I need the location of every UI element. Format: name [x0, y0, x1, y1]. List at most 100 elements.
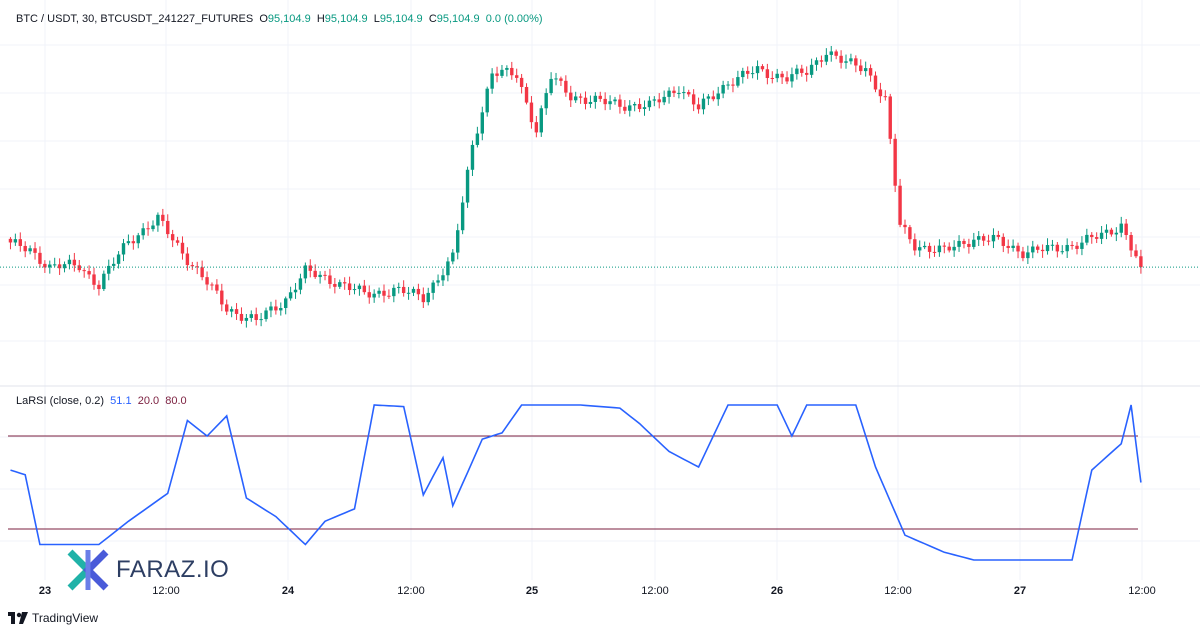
candle-body [401, 286, 406, 294]
grid [0, 0, 1200, 580]
candle-body [1035, 246, 1040, 250]
candle-body [13, 239, 18, 243]
candle-body [775, 73, 779, 79]
candle-body [765, 69, 770, 78]
x-axis: 23 12:00 24 12:00 25 12:00 26 12:00 27 12:00 [39, 585, 1156, 597]
candle-body [249, 314, 253, 318]
candle-body [131, 241, 136, 244]
candle-body [863, 68, 868, 72]
candle-body [849, 58, 853, 62]
indicator-name[interactable]: LaRSI (close, 0.2) [16, 395, 105, 407]
candle-body [406, 292, 411, 294]
candle-body [608, 101, 612, 105]
symbol-title[interactable]: BTC / USDT, 30, BTCUSDT_241227_FUTURES [16, 13, 254, 25]
candle-body [166, 220, 170, 235]
candle-body [795, 68, 799, 75]
candle-body [229, 309, 234, 312]
candle-body [632, 104, 637, 106]
candle-body [1094, 237, 1099, 239]
candle-body [234, 309, 239, 314]
candle-body [102, 273, 106, 290]
candle-body [180, 242, 185, 254]
candle-body [908, 227, 912, 240]
candle-body [780, 73, 784, 78]
candle-body [67, 259, 72, 265]
candle-body [239, 313, 244, 321]
candle-body [544, 93, 548, 109]
candle-body [829, 51, 833, 55]
candle-body [121, 243, 126, 255]
candle-body [1050, 244, 1055, 246]
candle-body [770, 77, 774, 79]
tradingview-brand[interactable]: TradingView [8, 611, 98, 625]
candle-body [48, 264, 52, 268]
close-value: 95,104.9 [436, 13, 480, 25]
candle-body [839, 55, 843, 63]
candle-body [593, 95, 598, 102]
candle-body [623, 106, 627, 111]
price-header: BTC / USDT, 30, BTCUSDT_241227_FUTURES O… [16, 13, 543, 25]
low-label: L [373, 13, 380, 25]
candle-body [62, 264, 67, 269]
candle-body [18, 239, 22, 246]
watermark-text: FARAZ.IO [116, 556, 230, 583]
candle-body [175, 240, 180, 243]
candle-body [672, 90, 676, 94]
candle-body [790, 74, 794, 82]
candle-body [460, 202, 465, 231]
candle-body [977, 236, 981, 240]
candle-body [1119, 223, 1123, 233]
candle-body [436, 280, 440, 283]
candle-body [1060, 251, 1064, 253]
close-label: C [428, 13, 437, 25]
candle-body [603, 98, 607, 105]
candle-body [397, 286, 401, 288]
candle-body [588, 101, 593, 104]
candle-body [308, 265, 312, 271]
candle-body [298, 278, 303, 290]
candle-body [878, 89, 883, 97]
candle-body [480, 112, 484, 134]
candle-body [1001, 236, 1005, 246]
x-tick-label: 25 [526, 585, 538, 597]
candle-body [726, 84, 730, 86]
candle-body [1026, 252, 1030, 259]
candle-body [1124, 223, 1128, 236]
x-tick-label: 24 [282, 585, 295, 597]
candle-body [274, 306, 278, 311]
candle-body [1055, 244, 1060, 252]
candle-body [918, 247, 922, 251]
candle-body [711, 96, 716, 100]
candle-body [888, 96, 892, 139]
candle-body [126, 241, 131, 244]
candle-body [82, 270, 86, 272]
candle-body [1114, 232, 1119, 235]
candle-body [898, 185, 902, 225]
candle-body [834, 51, 838, 56]
candle-body [598, 95, 602, 99]
candle-body [426, 292, 430, 303]
candle-body [318, 274, 322, 278]
candle-body [667, 90, 671, 97]
candle-body [195, 266, 199, 268]
candle-body [967, 243, 971, 247]
candle-body [741, 70, 745, 78]
open-label: O [259, 13, 268, 25]
candle-body [97, 284, 101, 290]
candle-body [43, 263, 47, 268]
candle-body [628, 105, 632, 111]
candle-body [57, 264, 62, 269]
candle-body [539, 108, 543, 133]
candle-body [441, 275, 445, 281]
candle-body [352, 289, 357, 291]
candle-body [215, 284, 219, 291]
rsi-level-lines [8, 435, 1138, 530]
candle-body [731, 84, 735, 86]
candle-body [475, 133, 480, 145]
candle-body [225, 304, 229, 312]
candle-body [618, 99, 622, 107]
candle-body [819, 60, 824, 62]
candle-body [996, 234, 1001, 237]
candle-body [416, 288, 421, 295]
